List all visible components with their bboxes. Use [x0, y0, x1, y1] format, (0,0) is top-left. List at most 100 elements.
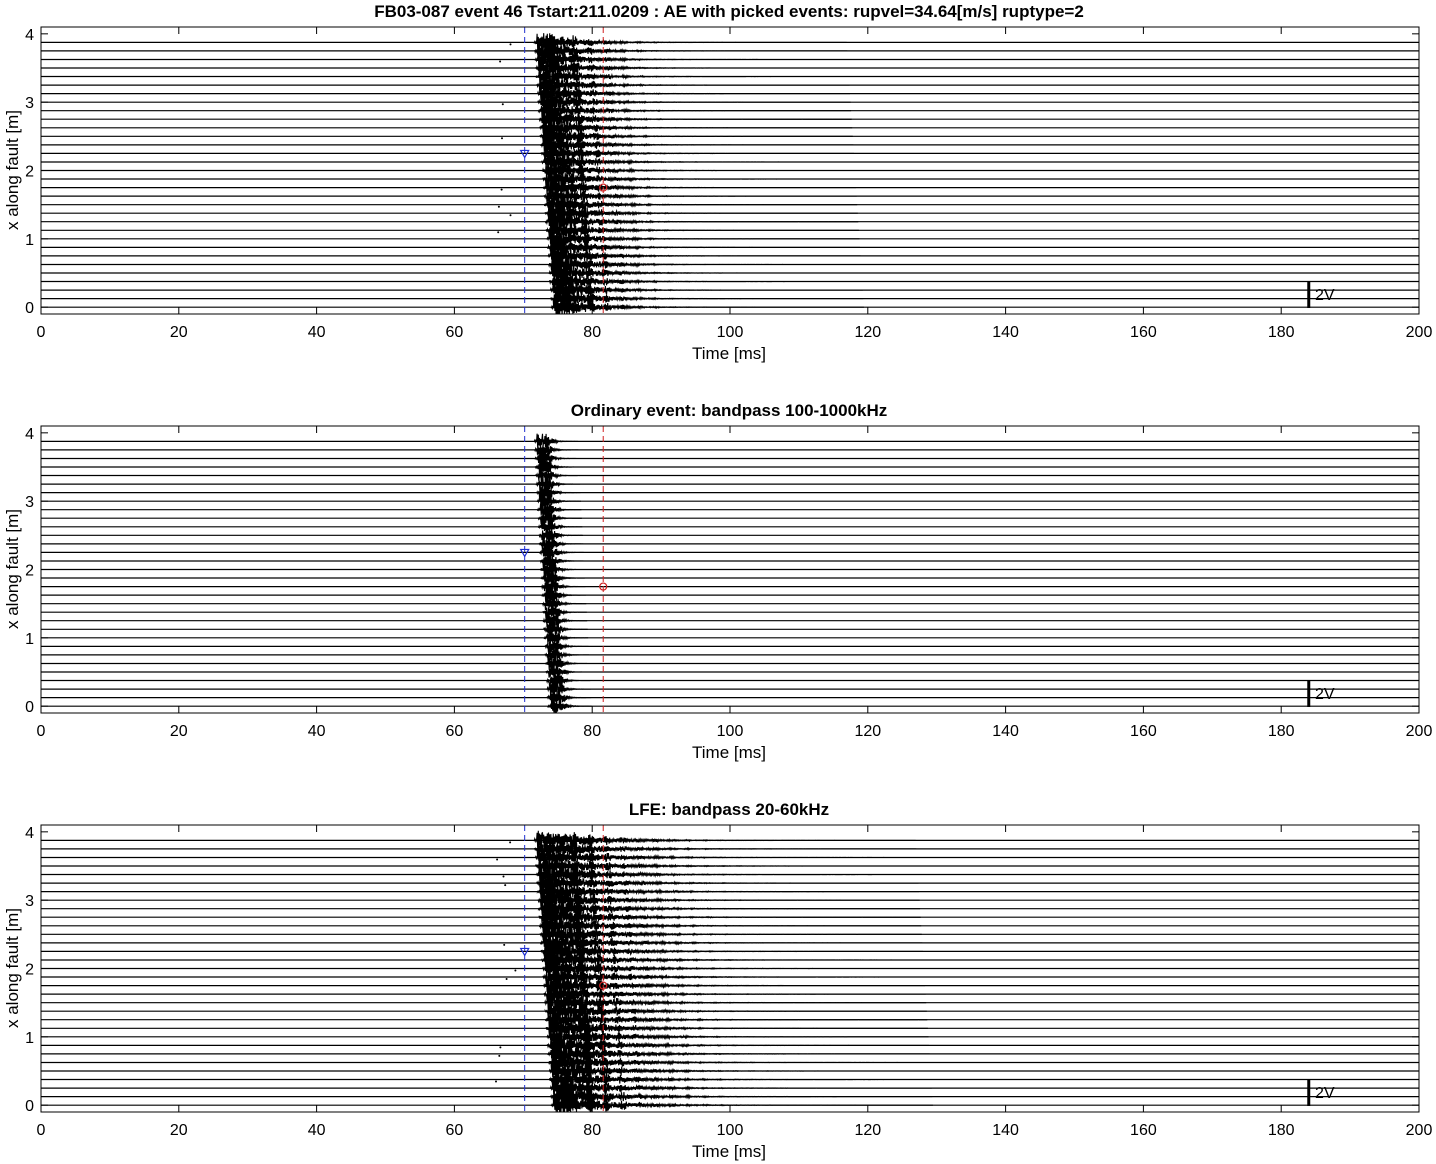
x-tick-label: 200 — [1406, 324, 1433, 341]
traces — [41, 33, 1419, 314]
noise-dot — [509, 43, 512, 46]
trace-22 — [41, 510, 1419, 526]
x-tick-label: 0 — [37, 723, 46, 740]
x-tick-label: 160 — [1130, 1122, 1157, 1139]
noise-dot — [509, 214, 512, 217]
x-tick-label: 180 — [1268, 723, 1295, 740]
trace-waveform — [536, 485, 581, 501]
trace-1 — [41, 289, 1419, 308]
trace-waveform — [546, 237, 860, 257]
trace-3 — [41, 1071, 1419, 1088]
trace-waveform — [546, 690, 592, 706]
trace-waveform — [545, 656, 590, 671]
noise-dot — [505, 978, 508, 980]
trace-waveform — [550, 289, 864, 308]
trace-30 — [41, 441, 1419, 457]
y-axis-label: x along fault [m] — [3, 509, 22, 629]
trace-28 — [41, 459, 1419, 475]
trace-waveform — [547, 246, 861, 265]
trace-6 — [41, 1043, 1419, 1064]
trace-waveform — [536, 75, 850, 96]
trace-13 — [41, 186, 1419, 205]
noise-dot — [504, 884, 507, 887]
trace-waveform — [535, 67, 849, 87]
trace-waveform — [545, 1010, 928, 1030]
y-ticks: 0 1 2 3 4 — [25, 426, 1419, 716]
trace-waveform — [535, 469, 580, 484]
x-tick-label: 160 — [1130, 723, 1157, 740]
trace-waveform — [537, 519, 583, 534]
noise-dot — [501, 103, 504, 106]
y-tick-label: 4 — [25, 27, 34, 44]
trace-31 — [41, 830, 1419, 850]
trace-14 — [41, 579, 1419, 594]
noise-dot — [499, 1046, 502, 1049]
trace-waveform — [545, 664, 590, 680]
trace-17 — [41, 950, 1419, 970]
y-tick-label: 0 — [25, 300, 34, 317]
trace-5 — [41, 255, 1419, 275]
trace-waveform — [547, 1043, 930, 1064]
trace-waveform — [534, 49, 848, 70]
trace-4 — [41, 664, 1419, 680]
trace-waveform — [547, 1053, 931, 1072]
trace-waveform — [535, 857, 918, 876]
trace-waveform — [534, 450, 579, 467]
trace-waveform — [540, 942, 923, 960]
trace-11 — [41, 203, 1419, 224]
trace-26 — [41, 476, 1419, 492]
trace-8 — [41, 230, 1419, 249]
trace-24 — [41, 493, 1419, 509]
trace-waveform — [547, 698, 592, 713]
trace-waveform — [540, 562, 585, 578]
trace-27 — [41, 67, 1419, 87]
x-ticks: 0 20 40 60 80 100 120 140 160 180 200 — [37, 27, 1433, 341]
trace-10 — [41, 613, 1419, 629]
trace-waveform — [537, 100, 852, 121]
trace-6 — [41, 246, 1419, 265]
trace-29 — [41, 450, 1419, 467]
trace-waveform — [533, 830, 916, 850]
plot-area: 0 20 40 60 80 100 120 140 160 180 200 0 1 2 3 4 — [25, 26, 1433, 341]
trace-waveform — [534, 459, 580, 475]
x-tick-label: 120 — [854, 324, 881, 341]
trace-3 — [41, 271, 1419, 291]
trace-23 — [41, 100, 1419, 121]
x-tick-label: 140 — [992, 324, 1019, 341]
x-tick-label: 60 — [446, 723, 464, 740]
trace-waveform — [546, 1035, 929, 1056]
trace-15 — [41, 571, 1419, 586]
trace-waveform — [541, 151, 855, 172]
x-tick-label: 100 — [717, 1122, 744, 1139]
trace-19 — [41, 933, 1419, 953]
pick-marker-blue — [519, 548, 530, 558]
trace-waveform — [542, 604, 587, 621]
trace-waveform — [539, 127, 853, 147]
trace-22 — [41, 110, 1419, 130]
trace-waveform — [539, 553, 585, 569]
panel-title: FB03-087 event 46 Tstart:211.0209 : AE w… — [374, 2, 1084, 21]
scale-bar-label: 2V — [1315, 287, 1335, 304]
trace-1 — [41, 1087, 1419, 1107]
noise-dot — [496, 858, 499, 861]
traces — [41, 830, 1419, 1112]
trace-12 — [41, 197, 1419, 215]
trace-waveform — [537, 502, 582, 518]
trace-23 — [41, 899, 1419, 919]
trace-7 — [41, 640, 1419, 655]
noise-dot — [499, 60, 502, 63]
traces — [41, 433, 1419, 713]
trace-waveform — [534, 847, 917, 867]
trace-waveform — [549, 1071, 932, 1088]
trace-9 — [41, 220, 1419, 240]
panel-title: LFE: bandpass 20-60kHz — [629, 800, 829, 819]
x-tick-label: 20 — [170, 1122, 188, 1139]
trace-waveform — [542, 966, 925, 987]
trace-waveform — [542, 178, 857, 198]
trace-11 — [41, 1001, 1419, 1020]
trace-waveform — [538, 907, 921, 927]
y-tick-label: 0 — [25, 699, 34, 716]
trace-waveform — [546, 681, 591, 698]
trace-waveform — [540, 135, 854, 154]
x-tick-label: 0 — [37, 1122, 46, 1139]
